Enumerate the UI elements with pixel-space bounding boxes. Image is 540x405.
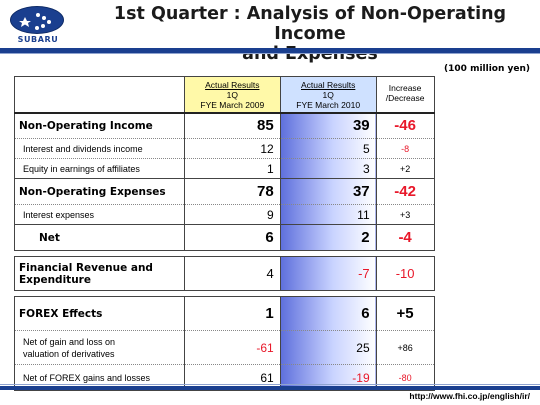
row-cur: -7 bbox=[279, 256, 377, 291]
row-prev: 78 bbox=[183, 178, 281, 205]
row-prev: 1 bbox=[183, 296, 281, 331]
header-cur-line1: Actual Results bbox=[301, 80, 356, 90]
footer-rule-thin bbox=[0, 384, 540, 385]
table-row: FOREX Effects 1 6 +5 bbox=[14, 296, 527, 331]
table-row: Interest expenses 9 11 +3 bbox=[14, 204, 527, 225]
row-diff: +3 bbox=[375, 204, 435, 225]
row-label: Equity in earnings of affiliates bbox=[14, 158, 185, 179]
header-cur-line3: FYE March 2010 bbox=[296, 100, 361, 110]
row-cur: 37 bbox=[279, 178, 377, 205]
footer-url: http://www.fhi.co.jp/english/ir/ bbox=[409, 391, 530, 401]
footer-rule bbox=[0, 386, 540, 390]
row-label-line1: Financial Revenue and bbox=[19, 261, 153, 274]
row-label-line1: Net of gain and loss on bbox=[23, 336, 116, 347]
table-row: Interest and dividends income 12 5 -8 bbox=[14, 138, 527, 159]
table-row: Non-Operating Expenses 78 37 -42 bbox=[14, 178, 527, 205]
row-prev: 1 bbox=[183, 158, 281, 179]
header-diff-line1: Increase bbox=[388, 83, 422, 93]
row-diff: +86 bbox=[375, 330, 435, 365]
row-cur: 5 bbox=[279, 138, 377, 159]
row-cur: 25 bbox=[279, 330, 377, 365]
row-label: Financial Revenue and Expenditure bbox=[14, 256, 185, 291]
row-prev: 9 bbox=[183, 204, 281, 225]
table-row: Equity in earnings of affiliates 1 3 +2 bbox=[14, 158, 527, 179]
brand-wordmark: SUBARU bbox=[17, 35, 59, 44]
row-label: FOREX Effects bbox=[14, 296, 185, 331]
row-prev: 85 bbox=[183, 111, 281, 139]
row-label: Net of gain and loss on valuation of der… bbox=[14, 330, 185, 365]
row-diff: -42 bbox=[375, 178, 435, 205]
header-prev: Actual Results 1Q FYE March 2009 bbox=[183, 76, 281, 113]
header-rule-thin bbox=[0, 53, 540, 54]
row-diff: -10 bbox=[375, 256, 435, 291]
title-line-2: and Expenses bbox=[242, 44, 378, 64]
row-label: Non-Operating Expenses bbox=[14, 178, 185, 205]
table-row: Non-Operating Income 85 39 -46 bbox=[14, 111, 527, 139]
header-prev-line1: Actual Results bbox=[205, 80, 260, 90]
header-cur: Actual Results 1Q FYE March 2010 bbox=[279, 76, 377, 113]
header-prev-line2: 1Q bbox=[226, 90, 238, 100]
row-cur: 39 bbox=[279, 111, 377, 139]
row-diff: -4 bbox=[375, 224, 435, 251]
table-row: Net 6 2 -4 bbox=[14, 224, 527, 251]
row-label: Net bbox=[14, 224, 185, 251]
header-diff-line2: /Decrease bbox=[385, 93, 425, 103]
table-row: Net of gain and loss on valuation of der… bbox=[14, 330, 527, 365]
row-label: Interest and dividends income bbox=[14, 138, 185, 159]
row-diff: -8 bbox=[375, 138, 435, 159]
row-cur: 11 bbox=[279, 204, 377, 225]
row-prev: -61 bbox=[183, 330, 281, 365]
table-row: Financial Revenue and Expenditure 4 -7 -… bbox=[14, 256, 527, 291]
row-diff: +5 bbox=[375, 296, 435, 331]
row-cur: 3 bbox=[279, 158, 377, 179]
header-cur-line2: 1Q bbox=[322, 90, 334, 100]
row-prev: 12 bbox=[183, 138, 281, 159]
results-table: Actual Results 1Q FYE March 2009 Actual … bbox=[14, 76, 526, 391]
header-rule bbox=[0, 48, 540, 53]
title-line-1: 1st Quarter : Analysis of Non-Operating … bbox=[113, 4, 507, 44]
subaru-logo: SUBARU bbox=[8, 6, 66, 44]
row-label-line2: Expenditure bbox=[19, 273, 91, 286]
header-prev-line3: FYE March 2009 bbox=[200, 100, 265, 110]
row-diff: -46 bbox=[375, 111, 435, 139]
row-label: Non-Operating Income bbox=[14, 111, 185, 139]
row-cur: 6 bbox=[279, 296, 377, 331]
subaru-emblem-icon bbox=[10, 6, 64, 34]
row-diff: +2 bbox=[375, 158, 435, 179]
row-cur: 2 bbox=[279, 224, 377, 251]
page-title: 1st Quarter : Analysis of Non-Operating … bbox=[90, 4, 530, 64]
row-prev: 6 bbox=[183, 224, 281, 251]
row-prev: 4 bbox=[183, 256, 281, 291]
row-label-line2: valuation of derivatives bbox=[23, 348, 115, 359]
header-empty bbox=[14, 76, 185, 113]
table-header-row: Actual Results 1Q FYE March 2009 Actual … bbox=[14, 76, 527, 113]
row-label: Interest expenses bbox=[14, 204, 185, 225]
unit-label: (100 million yen) bbox=[444, 64, 530, 74]
header-diff: Increase /Decrease bbox=[375, 76, 435, 113]
